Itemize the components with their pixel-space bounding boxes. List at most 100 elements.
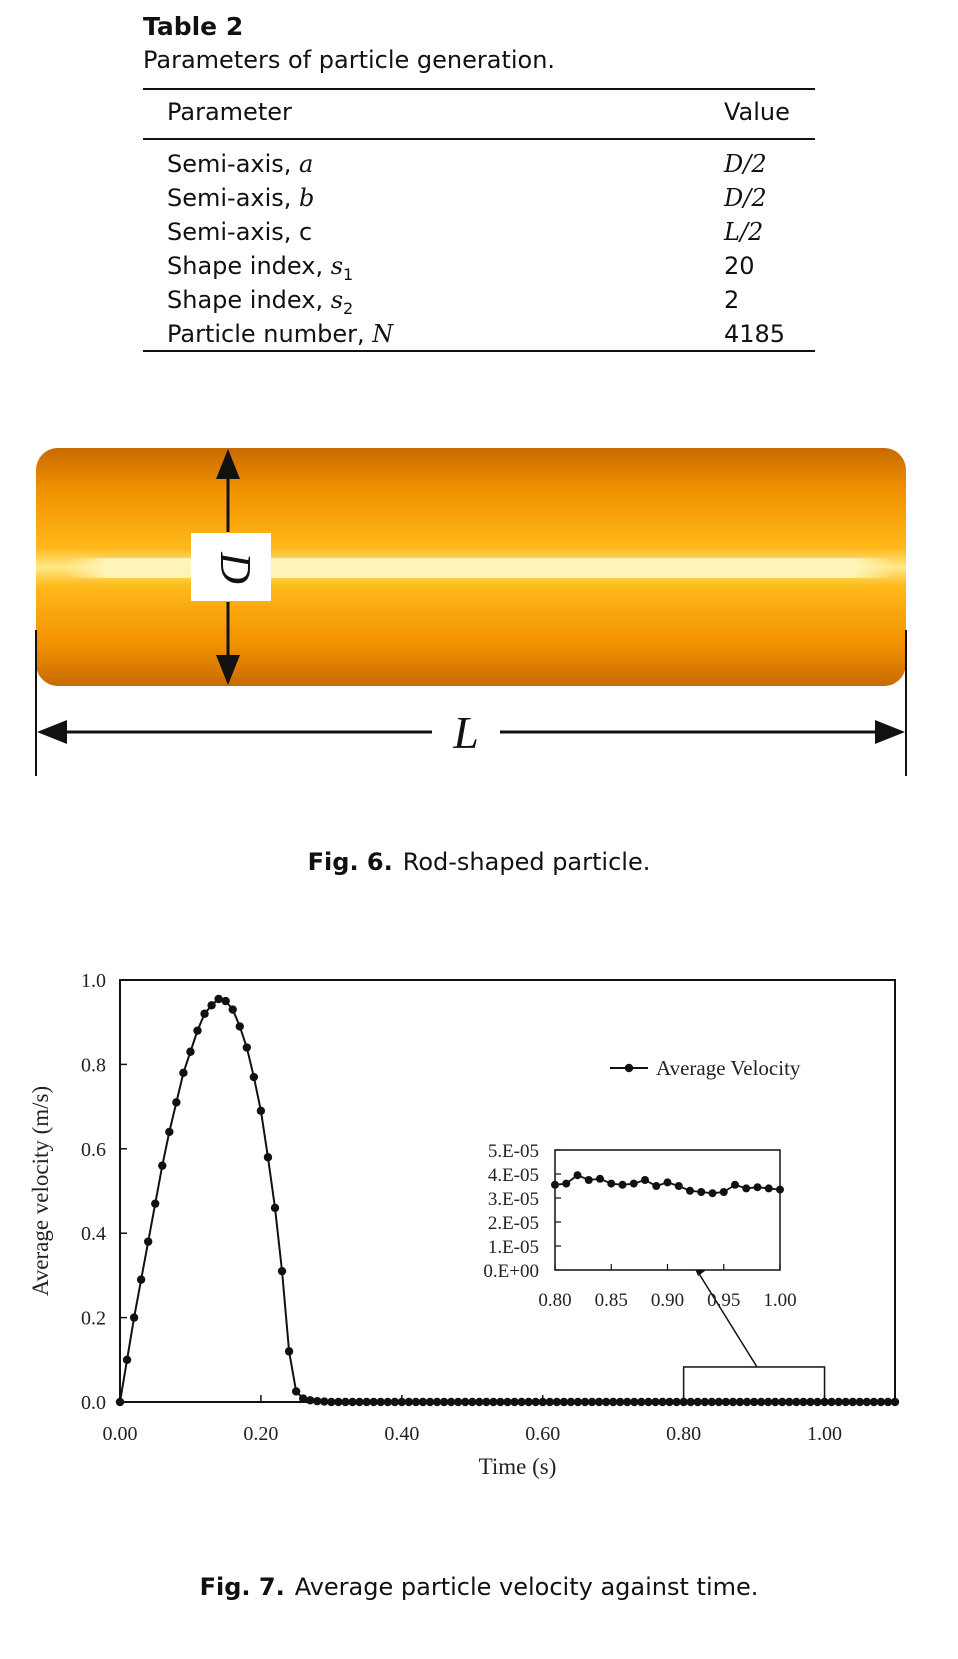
- data-point: [573, 1397, 583, 1407]
- data-point: [179, 1068, 188, 1078]
- table-subtitle: Parameters of particle generation.: [143, 46, 556, 74]
- l-dimension-label: L: [452, 707, 479, 758]
- table-header-rule: [143, 138, 815, 140]
- data-point: [277, 1266, 287, 1276]
- data-point: [834, 1397, 843, 1407]
- data-point: [453, 1397, 463, 1407]
- data-point: [376, 1397, 385, 1407]
- data-point: [855, 1397, 864, 1407]
- inset-data-point: [764, 1184, 773, 1193]
- data-point: [475, 1397, 484, 1407]
- table-row-parameter: Semi-axis, c: [167, 218, 312, 246]
- data-point: [390, 1397, 399, 1407]
- data-point: [446, 1397, 456, 1407]
- data-point: [644, 1397, 653, 1407]
- inset-y-tick-label: 4.E-05: [488, 1165, 539, 1186]
- y-tick-label: 0.4: [81, 1223, 106, 1245]
- inset-data-point: [573, 1171, 582, 1180]
- data-point: [637, 1397, 646, 1407]
- data-point: [883, 1397, 893, 1407]
- table-row-value: L/2: [724, 218, 764, 246]
- table-row-value: 20: [724, 252, 755, 280]
- data-point: [461, 1397, 470, 1407]
- data-point: [651, 1397, 660, 1407]
- data-point: [136, 1275, 146, 1284]
- parameter-label: Shape index,: [167, 252, 331, 280]
- data-point: [143, 1237, 153, 1246]
- data-point: [503, 1397, 512, 1407]
- inset-y-tick-label: 3.E-05: [488, 1189, 539, 1210]
- x-tick-label: 0.40: [384, 1423, 419, 1445]
- velocity-chart: 0.0 0.2 0.4 0.6 0.8 1.0 0.00 0.20 0.40 0.60 0.80 1.…: [28, 970, 900, 1479]
- parameter-label: Semi-axis,: [167, 150, 300, 178]
- data-point: [186, 1047, 195, 1056]
- parameter-symbol: N: [372, 320, 394, 348]
- parameter-symbol: s: [330, 286, 344, 314]
- data-point: [334, 1397, 343, 1407]
- inset-data-point: [652, 1182, 661, 1190]
- data-point: [510, 1397, 519, 1407]
- data-point: [890, 1397, 900, 1407]
- x-tick-label: 0.00: [103, 1423, 138, 1445]
- data-point: [249, 1072, 259, 1082]
- data-point: [242, 1043, 252, 1052]
- parameter-label: Particle number,: [167, 320, 373, 348]
- data-point: [623, 1397, 632, 1407]
- inset-data-point: [686, 1186, 694, 1195]
- data-point: [298, 1394, 308, 1403]
- y-tick-label: 0.6: [81, 1139, 106, 1161]
- data-point: [658, 1397, 667, 1407]
- data-point: [320, 1397, 329, 1406]
- figure6-caption-text: Rod-shaped particle.: [402, 848, 651, 876]
- data-point: [531, 1397, 540, 1407]
- data-point: [165, 1127, 174, 1137]
- data-point: [425, 1397, 435, 1407]
- table-row-parameter: Particle number, N: [167, 320, 393, 348]
- data-point: [616, 1397, 625, 1407]
- x-tick-label: 0.80: [666, 1423, 701, 1445]
- inset-data-point: [618, 1180, 627, 1189]
- inset-data-point: [697, 1188, 706, 1196]
- data-point: [848, 1397, 857, 1407]
- inset-frame: [554, 1149, 781, 1271]
- inset-x-tick-label: 0.90: [651, 1290, 684, 1311]
- figure7-caption: Fig. 7. Average particle velocity against…: [0, 1573, 958, 1601]
- parameter-label: Semi-axis, c: [167, 218, 313, 246]
- figure6-caption: Fig. 6. Rod-shaped particle.: [0, 848, 958, 876]
- data-point: [207, 1001, 216, 1010]
- x-tick-label: 1.00: [807, 1423, 842, 1445]
- data-point: [122, 1355, 132, 1364]
- y-tick-label: 1.0: [81, 970, 106, 992]
- inset-y-tick-label: 1.E-05: [488, 1237, 539, 1258]
- data-point: [580, 1397, 590, 1407]
- table-bottom-rule: [143, 350, 815, 352]
- parameter-symbol: b: [299, 184, 315, 212]
- table-row-parameter: Shape index, s1: [167, 252, 353, 284]
- data-point: [489, 1397, 498, 1407]
- figure7-caption-text: Average particle velocity against time.: [294, 1573, 759, 1601]
- parameter-subscript: 1: [343, 264, 354, 284]
- figure6-caption-number: Fig. 6.: [307, 848, 393, 876]
- data-point: [869, 1397, 879, 1407]
- inset-data-point: [742, 1184, 751, 1193]
- data-point: [496, 1397, 505, 1407]
- parameter-subscript: 2: [343, 298, 354, 318]
- inset-x-tick-label: 0.85: [595, 1290, 628, 1311]
- data-point: [214, 994, 223, 1004]
- table-row-parameter: Shape index, s2: [167, 286, 353, 318]
- table-row-value: 4185: [724, 320, 786, 348]
- data-point: [517, 1397, 526, 1407]
- inset-y-tick-label: 5.E-05: [488, 1141, 539, 1162]
- d-label-box: [191, 533, 271, 601]
- y-tick-label: 0.0: [81, 1392, 106, 1414]
- data-point: [327, 1397, 336, 1407]
- data-point: [418, 1397, 428, 1407]
- data-point: [559, 1397, 569, 1407]
- inset-data-point: [663, 1178, 672, 1187]
- inset-data-point: [641, 1176, 649, 1184]
- data-point: [601, 1397, 611, 1407]
- zoom-region-box: [682, 1366, 826, 1403]
- data-point: [432, 1397, 442, 1407]
- table-row-parameter: Semi-axis, b: [167, 184, 314, 212]
- inset-data-point: [753, 1183, 762, 1192]
